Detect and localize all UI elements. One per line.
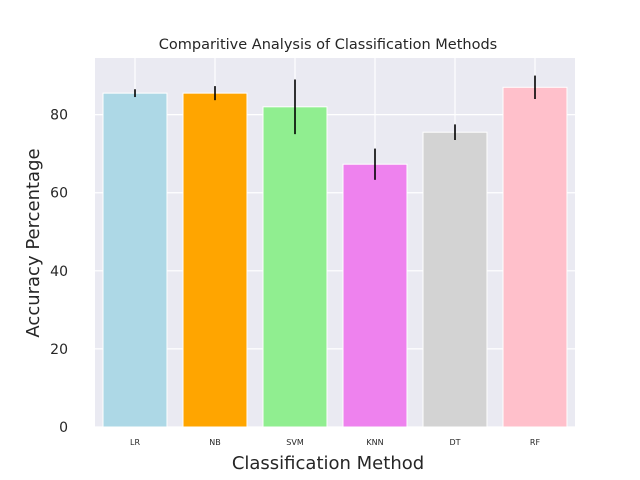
x-axis-label: Classification Method — [232, 453, 424, 474]
bar-nb — [182, 92, 248, 428]
bar-dt — [422, 131, 488, 428]
y-tick-label: 40 — [50, 264, 68, 280]
y-tick-label: 0 — [59, 420, 68, 436]
y-tick-labels: 0 20 40 60 80 — [50, 108, 68, 436]
y-tick-label: 80 — [50, 108, 68, 124]
x-tick-label-rf: RF — [530, 438, 541, 447]
x-tick-label-lr: LR — [130, 438, 140, 447]
chart-title: Comparitive Analysis of Classification M… — [159, 37, 497, 53]
bar-knn — [342, 163, 408, 428]
y-tick-label: 20 — [50, 342, 68, 358]
bars — [102, 86, 568, 428]
y-tick-label: 60 — [50, 186, 68, 202]
x-tick-labels: LR NB SVM KNN DT RF — [130, 438, 540, 447]
x-tick-label-dt: DT — [449, 438, 460, 447]
y-axis-label: Accuracy Percentage — [23, 148, 44, 337]
x-tick-label-nb: NB — [209, 438, 220, 447]
x-tick-label-knn: KNN — [366, 438, 383, 447]
x-tick-label-svm: SVM — [286, 438, 304, 447]
plot-area — [95, 58, 575, 427]
bar-svm — [262, 106, 328, 428]
bar-rf — [502, 86, 568, 428]
error-bars — [134, 75, 536, 180]
bar-lr — [102, 92, 168, 428]
